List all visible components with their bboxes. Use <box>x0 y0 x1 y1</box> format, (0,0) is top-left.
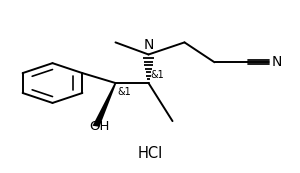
Text: &1: &1 <box>117 87 131 97</box>
Text: N: N <box>272 55 283 69</box>
Text: N: N <box>143 38 154 52</box>
Text: HCl: HCl <box>137 147 163 161</box>
Text: &1: &1 <box>150 70 164 80</box>
Polygon shape <box>92 83 116 127</box>
Text: OH: OH <box>89 120 109 133</box>
